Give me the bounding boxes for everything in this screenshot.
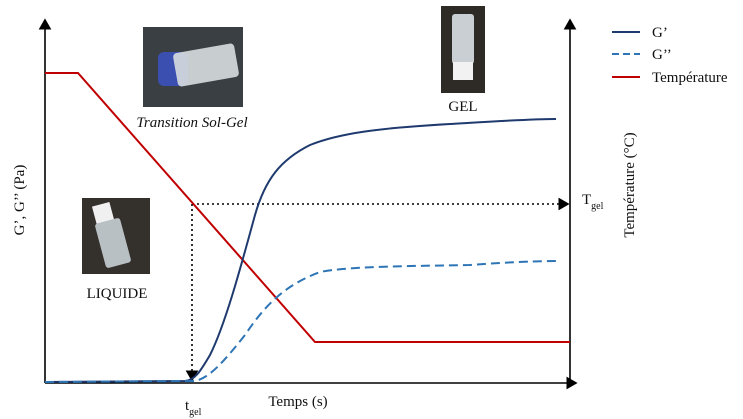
photo-gel	[441, 6, 485, 93]
T-gel-main: T	[582, 192, 591, 208]
temperature-curve	[45, 72, 570, 343]
photo-caption: GEL	[448, 99, 477, 115]
left-axis-title: G’, G’’ (Pa)	[12, 165, 28, 236]
g-prime-curve	[44, 118, 557, 383]
T-gel-label: Tgel	[582, 192, 604, 212]
legend-label: Température	[652, 70, 728, 86]
right-axis-title: Température (°C)	[622, 132, 638, 237]
legend-label: G’	[652, 25, 668, 41]
photo-transition	[143, 27, 243, 107]
T-gel-sub: gel	[591, 201, 603, 212]
t-gel-label: tgel	[185, 398, 202, 418]
photo-caption: Transition Sol-Gel	[136, 115, 247, 131]
t-gel-sub: gel	[189, 407, 201, 418]
bottom-axis-title: Temps (s)	[268, 394, 327, 410]
legend-label: G’’	[652, 47, 672, 63]
g-double-curve	[44, 260, 559, 383]
photo-liquid	[82, 198, 150, 274]
photo-caption: LIQUIDE	[87, 286, 148, 302]
t-gel-main: t	[185, 398, 190, 414]
